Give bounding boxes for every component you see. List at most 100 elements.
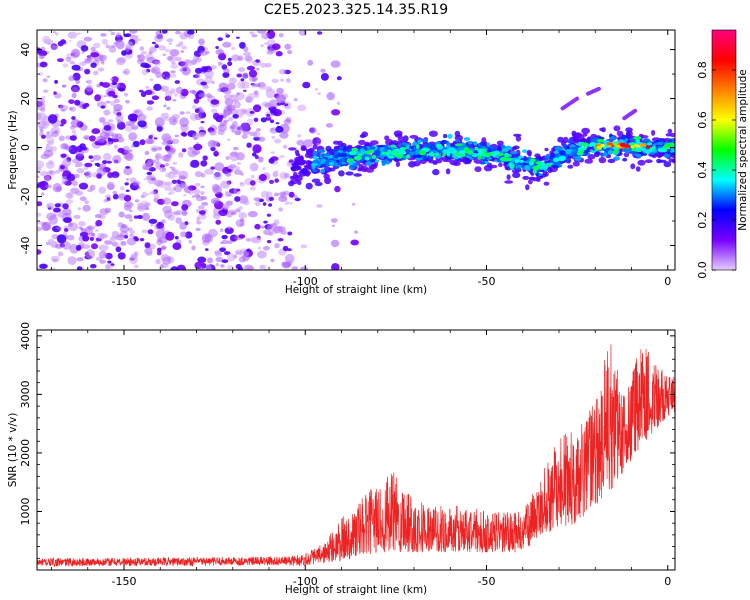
signal-halo-blob bbox=[616, 130, 624, 137]
noise-blob bbox=[148, 51, 153, 55]
noise-blob bbox=[200, 81, 207, 86]
noise-blob bbox=[243, 51, 252, 57]
noise-blob bbox=[65, 56, 72, 63]
noise-blob bbox=[197, 256, 207, 264]
noise-blob bbox=[223, 119, 229, 123]
noise-blob bbox=[166, 38, 174, 43]
noise-blob bbox=[46, 241, 51, 246]
snr-y-label: SNR (10 * v/v) bbox=[7, 413, 19, 488]
noise-blob bbox=[47, 114, 58, 124]
noise-blob bbox=[213, 171, 222, 180]
noise-blob bbox=[66, 220, 71, 223]
noise-blob bbox=[198, 93, 208, 98]
noise-blob bbox=[336, 76, 342, 81]
signal-core-blob bbox=[487, 148, 492, 154]
noise-blob bbox=[205, 248, 209, 251]
signal-halo-blob bbox=[581, 127, 590, 135]
noise-blob bbox=[46, 212, 57, 221]
noise-blob bbox=[251, 174, 255, 179]
signal-bright-blob bbox=[499, 157, 508, 162]
noise-blob bbox=[150, 134, 154, 137]
noise-blob bbox=[256, 67, 260, 71]
signal-halo-blob bbox=[300, 168, 309, 174]
noise-blob bbox=[88, 155, 94, 160]
signal-halo-blob bbox=[314, 181, 323, 187]
signal-bright-blob bbox=[477, 155, 482, 160]
noise-blob bbox=[268, 196, 274, 201]
noise-blob bbox=[237, 162, 241, 165]
noise-blob bbox=[108, 131, 114, 137]
noise-blob bbox=[55, 32, 59, 36]
signal-halo-blob bbox=[663, 161, 672, 168]
noise-blob bbox=[227, 138, 231, 141]
signal-core-blob bbox=[365, 161, 373, 166]
signal-bright-blob bbox=[532, 169, 537, 174]
noise-blob bbox=[98, 244, 109, 251]
noise-blob bbox=[183, 194, 187, 197]
signal-halo-blob bbox=[656, 152, 663, 159]
signal-bright-blob bbox=[381, 151, 388, 155]
signal-core-blob bbox=[555, 161, 561, 166]
signal-peak-blob bbox=[643, 143, 647, 147]
noise-blob bbox=[54, 203, 61, 208]
noise-blob bbox=[148, 218, 158, 224]
x-tick-label: 0 bbox=[664, 575, 671, 588]
signal-halo-blob bbox=[305, 164, 313, 170]
signal-halo-blob bbox=[622, 157, 628, 162]
noise-blob bbox=[79, 196, 87, 202]
y-tick-label: 40 bbox=[19, 43, 32, 57]
noise-blob bbox=[83, 166, 89, 170]
noise-blob bbox=[278, 195, 288, 202]
noise-blob bbox=[139, 238, 145, 242]
noise-blob bbox=[162, 30, 168, 34]
signal-core-blob bbox=[575, 145, 579, 149]
noise-blob bbox=[75, 79, 80, 84]
noise-blob bbox=[173, 175, 178, 178]
noise-blob bbox=[73, 173, 80, 179]
noise-blob bbox=[146, 100, 154, 105]
colorbar-tick-label: 0.8 bbox=[696, 61, 709, 79]
noise-blob bbox=[140, 50, 148, 55]
noise-blob bbox=[41, 134, 46, 139]
noise-blob bbox=[251, 77, 257, 82]
noise-blob bbox=[153, 83, 162, 91]
signal-core-blob bbox=[420, 138, 428, 143]
noise-blob bbox=[140, 62, 150, 68]
noise-blob bbox=[249, 31, 255, 35]
noise-blob bbox=[199, 265, 204, 270]
noise-blob bbox=[260, 44, 264, 48]
noise-blob bbox=[160, 112, 169, 119]
signal-halo-blob bbox=[300, 145, 307, 151]
noise-blob bbox=[121, 50, 127, 56]
signal-halo-blob bbox=[607, 158, 616, 164]
signal-bright-blob bbox=[530, 158, 536, 162]
noise-blob bbox=[85, 136, 89, 140]
noise-blob bbox=[170, 70, 176, 74]
noise-blob bbox=[224, 203, 230, 209]
noise-blob bbox=[37, 201, 43, 207]
noise-blob bbox=[253, 90, 259, 96]
signal-bright-blob bbox=[415, 144, 420, 149]
noise-blob bbox=[264, 36, 268, 40]
noise-blob bbox=[103, 125, 112, 131]
noise-blob bbox=[210, 108, 218, 114]
noise-blob bbox=[56, 234, 67, 244]
noise-blob bbox=[38, 54, 45, 60]
signal-halo-blob bbox=[522, 175, 530, 180]
colorbar-tick-label: 0.6 bbox=[696, 111, 709, 129]
signal-bright-blob bbox=[636, 149, 642, 153]
noise-blob bbox=[226, 83, 236, 90]
noise-blob bbox=[276, 87, 284, 95]
noise-blob bbox=[161, 154, 170, 162]
noise-blob bbox=[90, 264, 97, 269]
noise-blob bbox=[124, 92, 128, 96]
noise-blob bbox=[158, 236, 168, 244]
colorbar-tick-label: 0.0 bbox=[696, 261, 709, 279]
signal-halo-blob bbox=[357, 167, 363, 172]
signal-core-blob bbox=[311, 169, 318, 173]
noise-blob bbox=[90, 232, 96, 237]
signal-bright-blob bbox=[581, 147, 587, 151]
noise-blob bbox=[89, 237, 94, 241]
signal-core-blob bbox=[334, 162, 338, 167]
noise-blob bbox=[265, 191, 273, 198]
